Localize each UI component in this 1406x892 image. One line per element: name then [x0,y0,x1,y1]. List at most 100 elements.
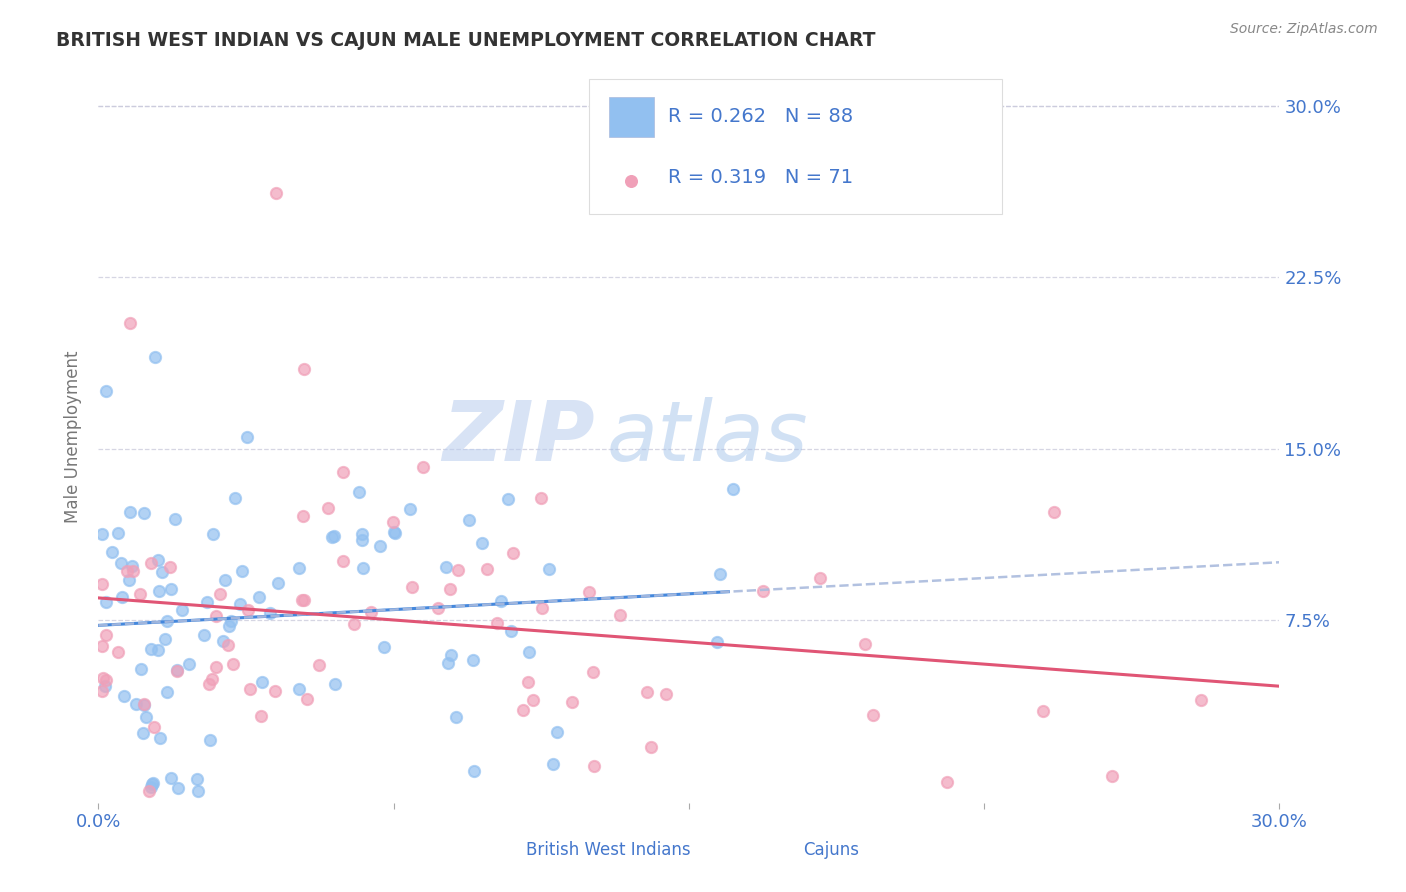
Point [166,780,188,795]
Point [502,546,524,560]
Point [91,576,114,591]
Text: ZIP: ZIP [441,397,595,477]
Point [295,691,318,706]
Point [530,600,553,615]
Point [139,642,162,657]
FancyBboxPatch shape [589,78,1002,214]
Point [134,698,156,712]
Point [582,665,605,679]
Point [349,485,371,500]
Point [166,664,188,678]
Point [517,645,540,659]
Point [141,780,163,794]
Point [332,465,354,479]
Point [205,608,228,623]
Point [292,593,315,607]
Point [193,628,215,642]
Point [139,556,162,570]
Point [382,516,405,530]
Point [118,574,141,588]
Point [117,564,139,578]
Point [530,491,553,505]
Point [148,584,170,599]
Point [249,709,271,723]
Point [434,560,457,574]
Point [239,681,262,696]
Text: British West Indians: British West Indians [526,841,690,859]
Text: atlas: atlas [606,397,808,477]
Point [218,618,240,632]
Point [120,506,142,520]
Point [399,502,422,516]
Point [163,512,186,526]
Point [120,316,142,330]
Point [512,703,534,717]
Point [142,720,165,734]
Point [94,680,117,694]
Point [250,675,273,690]
Point [212,633,235,648]
Point [195,595,218,609]
Point [156,685,179,699]
Point [752,584,775,599]
Point [655,687,678,701]
Point [1043,505,1066,519]
Point [146,553,169,567]
Point [636,685,658,699]
Point [91,639,114,653]
Point [936,775,959,789]
Point [373,640,395,654]
Point [186,772,208,787]
Point [323,677,346,691]
Point [150,566,173,580]
Point [412,459,434,474]
Point [1189,693,1212,707]
Point [129,587,152,601]
Point [287,682,309,697]
Point [291,593,314,607]
Point [143,350,166,364]
Point [96,384,118,399]
Point [129,662,152,676]
Point [141,777,163,791]
Point [201,672,224,686]
Point [200,732,222,747]
Point [321,530,343,544]
Point [221,614,243,628]
Point [187,784,209,798]
Point [224,491,246,506]
Point [370,539,392,553]
Point [110,557,132,571]
Point [111,590,134,604]
Point [94,594,117,608]
Point [316,501,339,516]
Point [538,562,561,576]
Point [447,563,470,577]
Point [446,709,468,723]
Point [291,509,314,524]
Point [287,561,309,575]
Point [132,506,155,520]
Point [236,430,259,444]
Point [352,527,374,541]
Point [640,739,662,754]
Point [124,697,146,711]
Point [259,607,281,621]
Point [343,617,366,632]
Point [401,580,423,594]
Point [166,663,188,677]
Text: Cajuns: Cajuns [803,841,859,859]
Point [384,526,406,541]
Point [862,708,884,723]
Point [360,605,382,619]
Point [202,527,225,541]
Point [489,594,512,608]
Point [350,533,373,547]
Point [853,637,876,651]
Point [263,684,285,698]
Point [156,614,179,628]
Point [122,564,145,578]
Point [91,684,114,698]
Point [247,590,270,604]
Point [204,660,226,674]
